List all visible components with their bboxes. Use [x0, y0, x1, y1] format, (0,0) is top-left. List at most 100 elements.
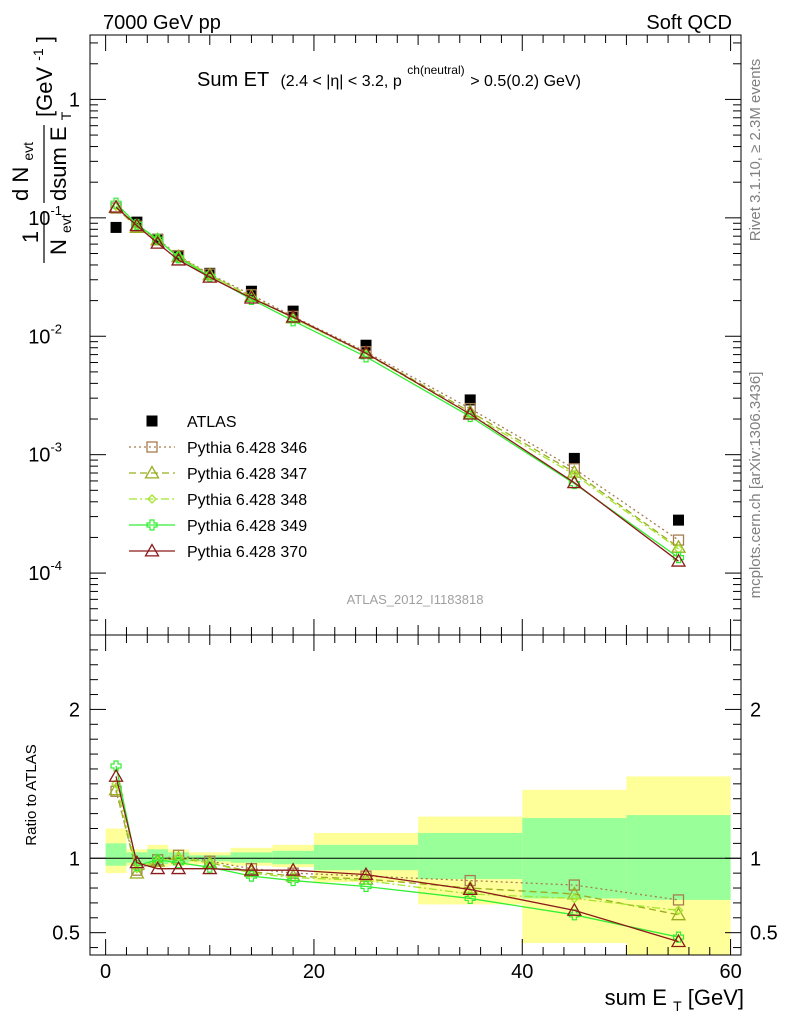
data-point-0-10: [672, 894, 685, 906]
data-point-0-8: [464, 874, 476, 887]
data-point-4-8: [464, 410, 476, 423]
data-point-4-0: [108, 768, 124, 782]
series-4: [108, 768, 687, 948]
y-tick-exp: -4: [50, 558, 62, 573]
data-point-1-1: [129, 865, 145, 879]
data-point-5-4: [202, 269, 218, 283]
data-point-4-9: [568, 477, 580, 490]
series-line-2: [115, 207, 679, 548]
data-point-3-10: [672, 931, 685, 943]
x-tick-label: 20: [303, 961, 325, 983]
series-line-3: [115, 205, 679, 550]
legend-label-2: Pythia 6.428 347: [187, 466, 307, 483]
data-point-0-8: [464, 394, 476, 406]
legend-label-0: ATLAS: [187, 414, 237, 431]
y-label-unit-sup: -1: [30, 48, 46, 61]
y-tick-base: 10: [28, 326, 50, 348]
data-point-4-3: [170, 860, 187, 875]
data-point-3-8: [464, 892, 476, 905]
plot-title-main: Sum ET: [197, 69, 269, 91]
y-label-unit-open: [GeV: [32, 67, 57, 117]
series-5: [108, 199, 687, 567]
data-point-4-7: [358, 866, 374, 881]
legend-marker-2: [144, 465, 160, 479]
data-point-5-8: [462, 406, 478, 420]
legend-marker-3: [147, 494, 157, 504]
legend-label-3: Pythia 6.428 348: [187, 492, 307, 509]
y-label-dsum: dsum E T: [46, 111, 74, 201]
band-green-8: [418, 832, 523, 880]
y-tick-exp: -1: [50, 203, 62, 218]
legend: ATLAS Pythia 6.428 346 Pythia 6.428 347 Pyt…: [129, 414, 307, 561]
x-tick-label: 0: [100, 961, 111, 983]
band-green-10: [626, 815, 731, 900]
main-y-axis-label: 1 N evt d N evt dsum E T [GeV -1 ]: [8, 36, 74, 263]
data-point-2-5: [246, 868, 257, 879]
data-point-2-3: [173, 851, 184, 862]
band-green-7: [313, 844, 419, 871]
data-point-0-9: [568, 452, 580, 464]
plot-title-cond-b: > 0.5(0.2) GeV): [470, 73, 581, 90]
x-axis-label: sum E T [GeV]: [605, 985, 744, 1016]
data-point-1-10: [670, 907, 687, 921]
series-line-3: [115, 765, 679, 938]
data-point-3-0: [110, 760, 122, 772]
y-tick-label: 10-1: [28, 203, 62, 230]
y-label-dn-main: d N: [8, 167, 33, 201]
series-3: [110, 760, 685, 943]
series-line-2: [115, 783, 679, 911]
data-point-4-8: [462, 881, 478, 896]
data-point-3-7: [360, 880, 372, 893]
y-label-unit: [GeV -1 ]: [23, 36, 57, 117]
legend-marker-0: [146, 415, 158, 427]
data-point-5-3: [170, 252, 187, 266]
x-label-main: sum E: [605, 985, 667, 1010]
legend-marker-4: [146, 519, 158, 531]
data-point-5-9: [566, 474, 582, 489]
data-point-0-9: [568, 879, 580, 891]
y-label-dn: d N evt: [8, 142, 36, 201]
data-point-4-6: [285, 862, 301, 876]
data-point-4-10: [672, 552, 685, 564]
y-label-dsum-sub: T: [58, 111, 74, 120]
data-point-0-10: [673, 514, 685, 526]
plot-title: Sum ET (2.4 < |η| < 3.2, p ch(neutral) >…: [197, 57, 581, 91]
legend-label-1: Pythia 6.428 346: [187, 440, 307, 457]
data-point-2-0: [111, 778, 121, 789]
ratio-y-tick-label-left: 1: [69, 848, 80, 870]
rivet-label: Rivet 3.1.10, ≥ 2.3M events: [747, 59, 764, 242]
y-label-n-sub: evt: [58, 214, 74, 233]
x-tick-label: 60: [719, 961, 741, 983]
x-label-unit: [GeV]: [688, 985, 744, 1010]
y-tick-label: 10-2: [28, 321, 62, 348]
data-point-0-7: [360, 339, 372, 351]
y-label-dsum-main: dsum E: [46, 126, 71, 201]
series-line-4: [115, 202, 679, 559]
band-green-6: [272, 850, 314, 865]
y-tick-label: 10-4: [28, 558, 62, 585]
data-point-0-4: [204, 267, 216, 279]
analysis-watermark: ATLAS_2012_I1183818: [347, 592, 484, 607]
data-point-3-3: [172, 857, 185, 869]
y-label-frac-one: 1: [18, 231, 43, 243]
data-point-5-2: [150, 235, 166, 249]
data-point-4-1: [129, 854, 145, 869]
data-point-4-9: [566, 902, 582, 916]
y-tick-label: 10-3: [28, 440, 62, 467]
data-point-2-9: [569, 893, 580, 904]
band-green-5: [230, 852, 273, 863]
data-point-3-5: [245, 870, 258, 882]
y-tick-exp: -3: [50, 440, 62, 455]
data-point-4-4: [202, 860, 218, 875]
legend-marker-5: [144, 543, 160, 557]
series-line-4: [115, 776, 679, 943]
y-tick-exp: -2: [50, 321, 62, 336]
ratio-plot-series: [108, 760, 687, 948]
data-point-2-6: [288, 872, 299, 883]
data-point-2-10: [673, 905, 684, 916]
data-point-4-5: [245, 293, 258, 305]
data-point-5-7: [358, 345, 374, 359]
band-green-0: [105, 843, 127, 866]
ratio-plot-frame: [89, 634, 742, 956]
